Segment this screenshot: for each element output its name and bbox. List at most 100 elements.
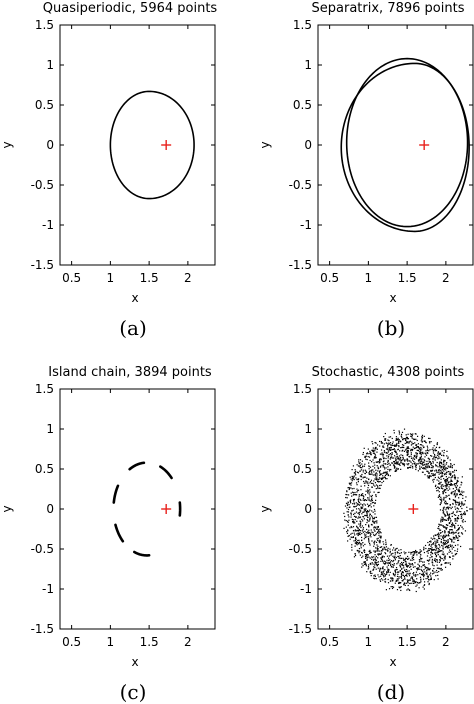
- scatter-point: [445, 515, 447, 517]
- scatter-point: [458, 488, 460, 490]
- scatter-point: [439, 560, 441, 562]
- scatter-point: [397, 449, 399, 451]
- scatter-point: [413, 460, 415, 463]
- scatter-point: [449, 498, 451, 500]
- scatter-point: [460, 505, 462, 508]
- scatter-point: [446, 480, 448, 482]
- scatter-point: [438, 537, 440, 539]
- scatter-point: [379, 460, 381, 462]
- scatter-point: [358, 533, 360, 535]
- scatter-point: [372, 534, 375, 536]
- scatter-point: [419, 556, 421, 558]
- scatter-point: [444, 566, 447, 568]
- scatter-point: [408, 573, 410, 575]
- scatter-point: [412, 564, 414, 566]
- scatter-point: [376, 451, 378, 453]
- scatter-point: [419, 572, 421, 575]
- scatter-point: [438, 463, 441, 465]
- scatter-point: [398, 430, 400, 432]
- scatter-point: [397, 579, 399, 581]
- scatter-point: [352, 492, 355, 494]
- scatter-point: [387, 468, 389, 471]
- scatter-point: [387, 474, 389, 476]
- scatter-point: [418, 564, 420, 567]
- scatter-point: [428, 460, 430, 462]
- scatter-point: [434, 459, 436, 461]
- scatter-point: [442, 507, 445, 509]
- scatter-point: [461, 517, 463, 519]
- scatter-point: [420, 462, 422, 465]
- scatter-point: [449, 537, 451, 540]
- scatter-point: [362, 499, 364, 501]
- scatter-point: [450, 480, 452, 482]
- scatter-point: [445, 534, 447, 536]
- scatter-point: [434, 464, 437, 466]
- scatter-point: [401, 431, 404, 433]
- scatter-point: [396, 453, 398, 455]
- scatter-point: [414, 442, 416, 444]
- scatter-point: [368, 497, 370, 499]
- orbit-curve: [345, 57, 469, 228]
- scatter-point: [422, 445, 424, 447]
- scatter-point: [352, 477, 355, 479]
- scatter-point: [374, 534, 377, 536]
- scatter-point: [358, 523, 360, 525]
- scatter-point: [349, 500, 351, 502]
- x-tick-label: 1: [365, 635, 373, 649]
- scatter-point: [385, 541, 387, 543]
- scatter-point: [355, 508, 358, 510]
- scatter-point: [394, 575, 396, 577]
- scatter-point: [357, 472, 360, 474]
- scatter-point: [348, 487, 351, 489]
- scatter-point: [354, 512, 356, 514]
- scatter-point: [375, 494, 377, 496]
- scatter-point: [362, 565, 364, 567]
- scatter-point: [432, 475, 435, 477]
- scatter-point: [380, 578, 383, 580]
- scatter-point: [369, 513, 371, 515]
- scatter-point: [403, 584, 405, 586]
- scatter-point: [388, 555, 390, 557]
- scatter-point: [356, 526, 358, 528]
- scatter-point: [425, 578, 427, 580]
- scatter-point: [399, 566, 402, 568]
- scatter-point: [381, 481, 383, 484]
- scatter-point: [430, 575, 432, 577]
- scatter-point: [434, 548, 436, 551]
- scatter-point: [368, 468, 370, 470]
- scatter-point: [373, 450, 375, 453]
- scatter-point: [424, 565, 426, 568]
- scatter-point: [450, 492, 452, 494]
- scatter-point: [402, 449, 404, 451]
- scatter-point: [410, 465, 412, 467]
- scatter-point: [433, 478, 435, 481]
- scatter-point: [354, 469, 356, 471]
- scatter-point: [370, 536, 372, 538]
- scatter-point: [406, 458, 408, 460]
- scatter-point: [406, 442, 408, 444]
- scatter-point: [404, 558, 407, 560]
- scatter-point: [380, 571, 383, 573]
- scatter-point: [440, 557, 442, 559]
- scatter-point: [434, 448, 436, 450]
- scatter-point: [400, 454, 402, 456]
- scatter-point: [392, 586, 395, 588]
- scatter-point: [432, 465, 434, 467]
- scatter-point: [442, 517, 444, 519]
- scatter-point: [361, 566, 363, 568]
- scatter-point: [371, 502, 374, 504]
- scatter-point: [419, 552, 421, 554]
- scatter-point: [362, 493, 364, 495]
- scatter-point: [349, 506, 351, 508]
- scatter-point: [416, 554, 418, 556]
- scatter-point: [353, 502, 355, 504]
- scatter-point: [363, 563, 366, 565]
- scatter-point: [448, 473, 450, 475]
- scatter-point: [413, 447, 416, 450]
- scatter-point: [443, 534, 445, 536]
- scatter-point: [428, 475, 430, 477]
- scatter-point: [460, 481, 462, 483]
- scatter-point: [364, 530, 366, 533]
- scatter-point: [427, 463, 429, 465]
- scatter-point: [422, 471, 424, 473]
